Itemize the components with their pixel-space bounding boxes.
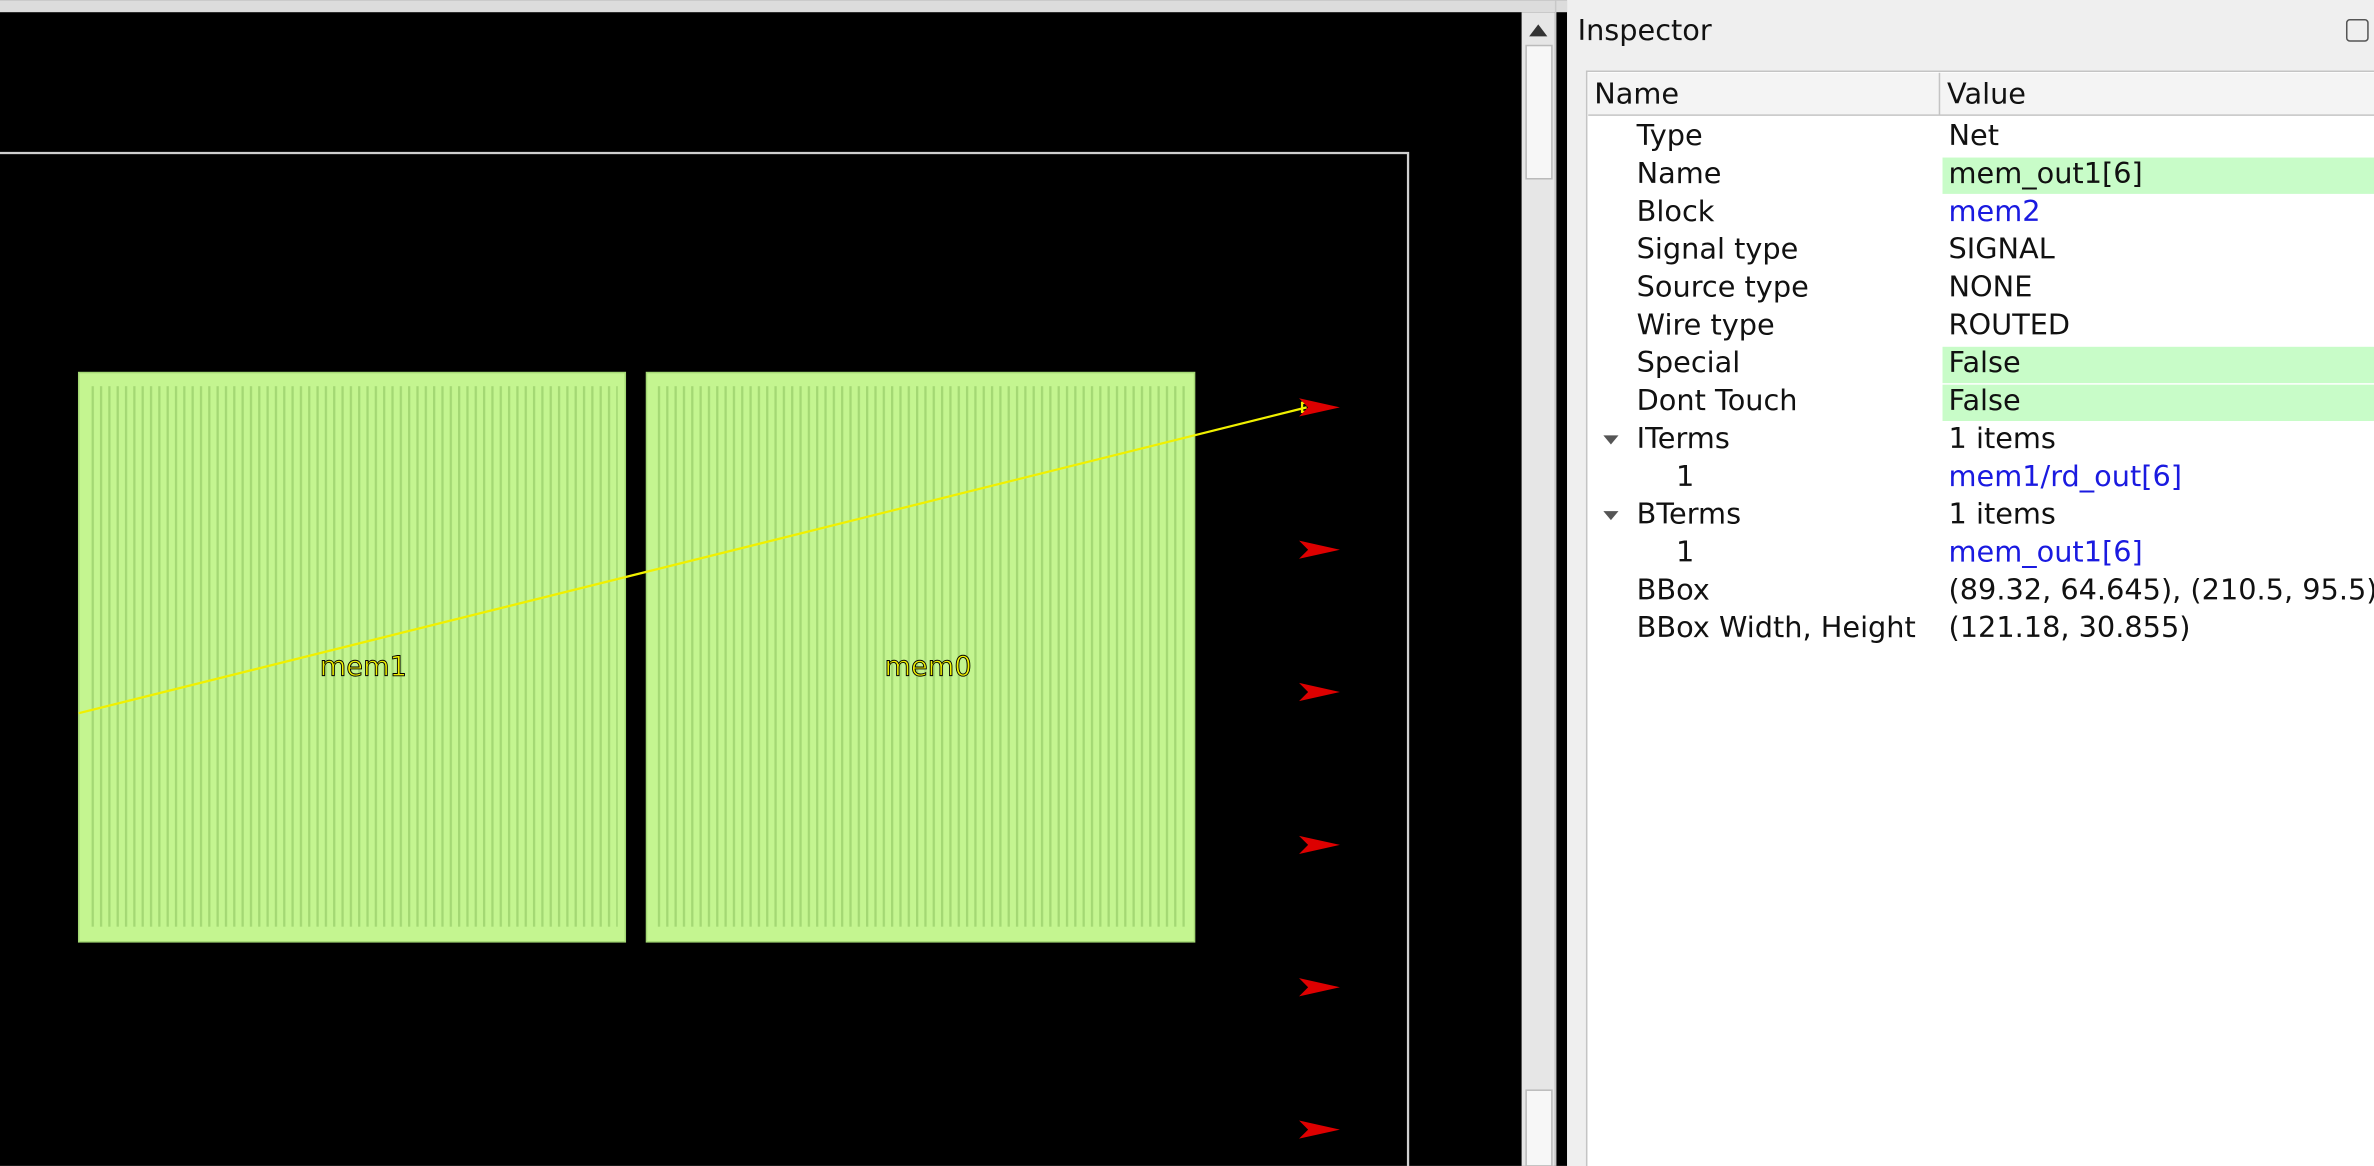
- table-header: [1588, 72, 2374, 116]
- column-header[interactable]: Name: [1594, 76, 1679, 110]
- macro[interactable]: [645, 371, 1196, 943]
- expand-arrow[interactable]: [1603, 511, 1619, 521]
- property-link[interactable]: mem1/rd_out[6]: [1949, 459, 2182, 493]
- scrollbar[interactable]: [1521, 12, 1555, 1166]
- expand-arrow[interactable]: [1603, 435, 1619, 445]
- column-header[interactable]: Value: [1947, 76, 2026, 110]
- property-name: BTerms: [1637, 497, 1741, 531]
- property-name: Source type: [1637, 270, 1809, 304]
- scroll-up[interactable]: [1529, 24, 1548, 37]
- scroll-thumb[interactable]: [1525, 44, 1553, 180]
- pins: [1299, 398, 1340, 1139]
- value-highlight: [1942, 157, 2374, 194]
- property-value: NONE: [1949, 270, 2033, 304]
- property-value: 1 items: [1949, 497, 2056, 531]
- property-value[interactable]: False: [1949, 345, 2021, 379]
- property-name: 1: [1676, 459, 1694, 493]
- property-name: Name: [1637, 156, 1722, 190]
- property-value[interactable]: False: [1949, 383, 2021, 417]
- property-name: ITerms: [1637, 421, 1730, 455]
- property-name: Signal type: [1637, 232, 1799, 266]
- value-highlight: [1942, 384, 2374, 421]
- property-value: 1 items: [1949, 421, 2056, 455]
- property-link[interactable]: mem2: [1949, 194, 2041, 228]
- macro[interactable]: [77, 371, 627, 943]
- property-value: Net: [1949, 118, 1999, 152]
- property-name: 1: [1676, 534, 1694, 568]
- property-name: BBox: [1637, 572, 1710, 606]
- scroll-thumb-h: [1525, 1089, 1553, 1166]
- macro-label: mem0: [884, 651, 971, 682]
- net-wire[interactable]: [78, 406, 1307, 715]
- table-rows: Type Net Name mem_out1[6] Block mem2 Signal ty…: [1603, 118, 2374, 644]
- property-link[interactable]: mem_out1[6]: [1949, 534, 2143, 568]
- property-value: (89.32, 64.645), (210.5, 95.5): [1949, 572, 2374, 606]
- property-name: Type: [1636, 118, 1703, 152]
- splitter[interactable]: [1554, 0, 1557, 1166]
- property-name: Block: [1637, 194, 1715, 228]
- float-button[interactable]: [2345, 19, 2369, 42]
- property-name: BBox Width, Height: [1637, 610, 1916, 644]
- property-name: Special: [1637, 345, 1741, 379]
- property-value: SIGNAL: [1949, 232, 2055, 266]
- property-value[interactable]: mem_out1[6]: [1949, 156, 2143, 190]
- property-name: Wire type: [1637, 307, 1775, 341]
- top-strip: [0, 0, 1568, 13]
- property-name: Dont Touch: [1637, 383, 1798, 417]
- value-highlight: [1942, 346, 2374, 384]
- property-value: (121.18, 30.855): [1949, 610, 2191, 644]
- table: [1585, 70, 2374, 1166]
- macro-label: mem1: [320, 651, 407, 682]
- panel-title: Inspector: [1578, 13, 1712, 47]
- property-value: ROUTED: [1949, 307, 2071, 341]
- die-boundary: [0, 151, 1410, 1166]
